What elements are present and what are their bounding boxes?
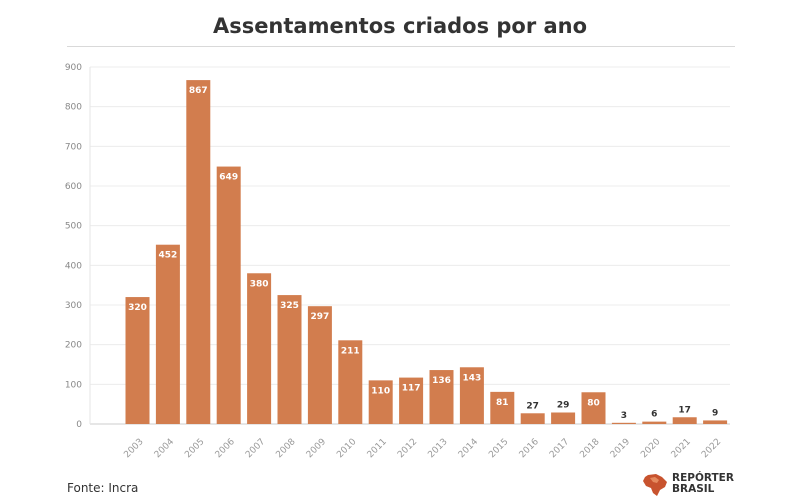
x-tick-label: 2010 xyxy=(335,437,358,460)
y-tick-label: 400 xyxy=(65,261,82,271)
title-divider xyxy=(67,46,735,47)
y-axis: 0 100 200 300 400 500 600 700 800 900 xyxy=(65,63,91,430)
bar-2010 xyxy=(338,340,363,424)
bar-2016 xyxy=(520,413,545,424)
y-tick-label: 100 xyxy=(65,380,82,390)
data-label-2018: 80 xyxy=(587,398,600,408)
bar-2009 xyxy=(307,306,332,424)
data-label-2019: 3 xyxy=(621,411,627,421)
bar-2005 xyxy=(186,80,211,424)
y-tick-label: 0 xyxy=(76,420,82,430)
x-tick-label: 2019 xyxy=(609,437,632,460)
bar-2007 xyxy=(247,273,272,424)
x-tick-label: 2020 xyxy=(639,437,662,460)
bar-2019 xyxy=(611,422,636,424)
x-tick-label: 2022 xyxy=(700,437,723,460)
y-tick-label: 300 xyxy=(65,301,82,311)
y-tick-label: 900 xyxy=(65,63,82,73)
logo-line-1: REPÓRTER xyxy=(672,472,734,484)
x-tick-label: 2003 xyxy=(122,437,145,460)
x-tick-label: 2021 xyxy=(670,437,693,460)
reporter-brasil-logo: REPÓRTER BRASIL xyxy=(642,470,742,498)
bar-2017 xyxy=(551,412,576,424)
bar-2014 xyxy=(459,367,484,424)
gridlines xyxy=(90,66,730,425)
data-label-2007: 380 xyxy=(250,279,269,289)
data-label-2017: 29 xyxy=(557,400,570,410)
x-tick-label: 2008 xyxy=(274,437,297,460)
x-tick-label: 2004 xyxy=(153,437,176,460)
bars xyxy=(125,80,728,424)
bar-2012 xyxy=(399,377,424,424)
bar-2021 xyxy=(672,417,697,424)
data-label-2022: 9 xyxy=(712,408,718,418)
x-tick-label: 2009 xyxy=(305,437,328,460)
x-tick-label: 2015 xyxy=(487,437,510,460)
y-tick-label: 700 xyxy=(65,142,82,152)
x-tick-label: 2012 xyxy=(396,437,419,460)
bar-2008 xyxy=(277,295,302,424)
data-label-2011: 110 xyxy=(371,386,390,396)
data-label-2009: 297 xyxy=(311,312,330,322)
logo-text: REPÓRTER BRASIL xyxy=(672,473,734,495)
bar-2020 xyxy=(642,421,667,424)
x-tick-label: 2006 xyxy=(214,437,237,460)
x-tick-label: 2014 xyxy=(457,437,480,460)
y-tick-label: 200 xyxy=(65,341,82,351)
bar-2015 xyxy=(490,391,515,424)
chart-title: Assentamentos criados por ano xyxy=(212,14,588,38)
data-label-2004: 452 xyxy=(159,251,178,261)
data-label-2010: 211 xyxy=(341,346,360,356)
x-tick-label: 2018 xyxy=(578,437,601,460)
y-tick-label: 800 xyxy=(65,103,82,113)
x-tick-label: 2005 xyxy=(183,437,206,460)
data-label-2014: 143 xyxy=(463,373,482,383)
bar-2013 xyxy=(429,370,454,424)
data-label-2015: 81 xyxy=(496,398,509,408)
y-tick-label: 500 xyxy=(65,222,82,232)
x-tick-label: 2016 xyxy=(518,437,541,460)
bar-2018 xyxy=(581,392,606,424)
data-label-2016: 27 xyxy=(526,401,539,411)
data-label-2020: 6 xyxy=(651,410,657,420)
x-tick-label: 2011 xyxy=(366,437,389,460)
bar-2022 xyxy=(703,420,728,424)
data-label-2021: 17 xyxy=(678,405,691,415)
x-axis: 2003 2004 2005 2006 2007 2008 2009 2010 2011 2012… xyxy=(122,437,723,460)
source-note: Fonte: Incra xyxy=(67,481,139,495)
data-label-2012: 117 xyxy=(402,384,421,394)
logo-line-2: BRASIL xyxy=(672,483,715,495)
x-tick-label: 2017 xyxy=(548,437,571,460)
data-label-2013: 136 xyxy=(432,376,451,386)
bar-2011 xyxy=(368,380,393,424)
x-tick-label: 2007 xyxy=(244,437,267,460)
data-label-2006: 649 xyxy=(219,173,238,183)
y-tick-label: 600 xyxy=(65,182,82,192)
data-label-2003: 320 xyxy=(128,303,147,313)
bar-2003 xyxy=(125,297,150,424)
x-tick-label: 2013 xyxy=(426,437,449,460)
bar-2004 xyxy=(155,244,180,424)
data-label-2008: 325 xyxy=(280,301,299,311)
brazil-map-icon xyxy=(643,474,667,496)
data-label-2005: 867 xyxy=(189,86,208,96)
bar-2006 xyxy=(216,166,241,424)
